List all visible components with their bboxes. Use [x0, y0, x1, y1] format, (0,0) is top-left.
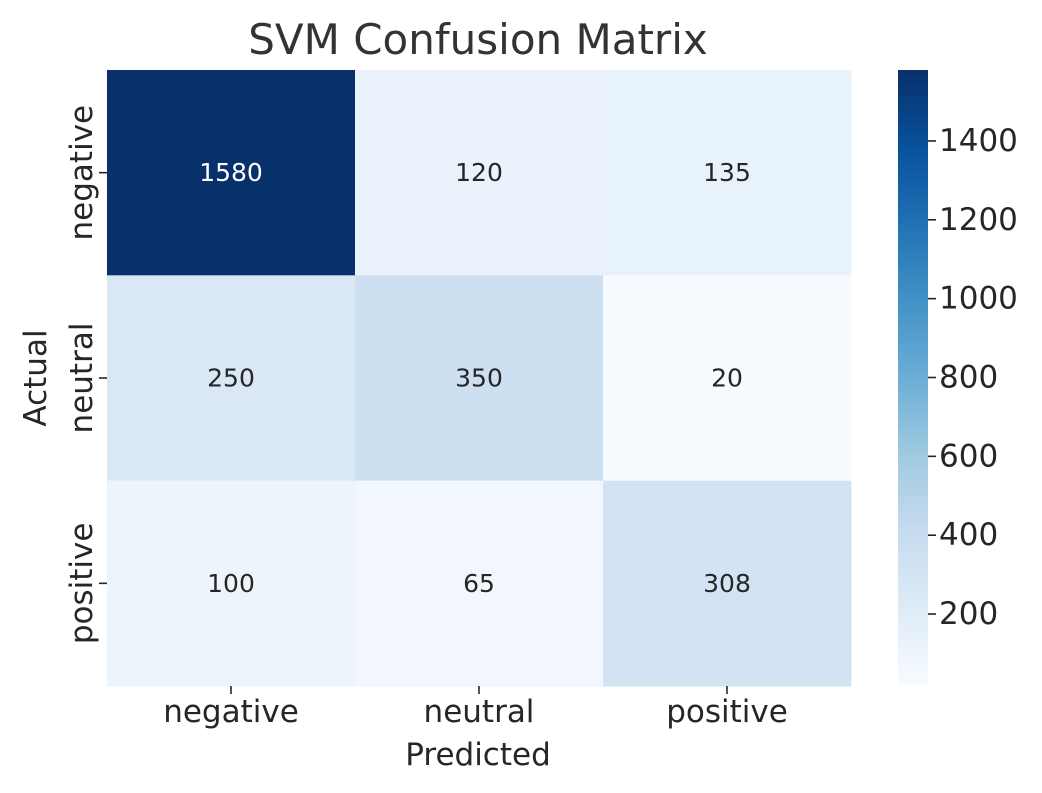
colorbar-tick-label: 800	[939, 360, 998, 396]
colorbar-tick-label: 1400	[939, 123, 1018, 159]
colorbar-tick-label: 400	[939, 517, 998, 553]
y-tick-label: neutral	[64, 323, 100, 434]
cell-value-label: 308	[703, 569, 751, 598]
heatmap-cell	[107, 480, 356, 687]
heatmap-cell	[603, 70, 852, 276]
heatmap-cell	[355, 480, 604, 687]
y-axis-ticks: negative neutral positive	[64, 105, 107, 644]
y-tick-label: negative	[64, 105, 100, 241]
x-tick-label: positive	[666, 694, 788, 730]
cell-value-label: 350	[455, 364, 503, 393]
y-tick-label: positive	[64, 523, 100, 645]
cell-value-label: 135	[703, 158, 751, 187]
heatmap-cell	[355, 275, 604, 482]
x-axis-ticks: negative neutral positive	[163, 686, 788, 730]
heatmap-cell-labels: 1580 120 135 250 350 20 100 65 308	[199, 158, 751, 598]
cell-value-label: 250	[207, 364, 255, 393]
heatmap-cell	[603, 480, 852, 687]
colorbar-tick-label: 200	[939, 596, 998, 632]
heatmap-cell	[355, 70, 604, 276]
heatmap-cells	[107, 70, 852, 687]
colorbar	[898, 70, 928, 685]
y-axis-title: Actual	[18, 329, 54, 426]
heatmap-cell	[603, 275, 852, 482]
colorbar-tick-label: 600	[939, 438, 998, 474]
colorbar-ticks: 200 400 600 800 1000 1200 1400	[928, 123, 1018, 632]
cell-value-label: 1580	[199, 158, 263, 187]
chart-title: SVM Confusion Matrix	[248, 15, 707, 64]
heatmap-cell	[107, 275, 356, 482]
x-tick-label: neutral	[424, 694, 535, 730]
colorbar-tick-label: 1200	[939, 202, 1018, 238]
x-axis-title: Predicted	[405, 737, 551, 773]
x-tick-label: negative	[163, 694, 299, 730]
cell-value-label: 20	[711, 364, 743, 393]
colorbar-tick-label: 1000	[939, 281, 1018, 317]
cell-value-label: 65	[463, 569, 495, 598]
cell-value-label: 100	[207, 569, 255, 598]
cell-value-label: 120	[455, 158, 503, 187]
heatmap-cell	[107, 70, 356, 276]
